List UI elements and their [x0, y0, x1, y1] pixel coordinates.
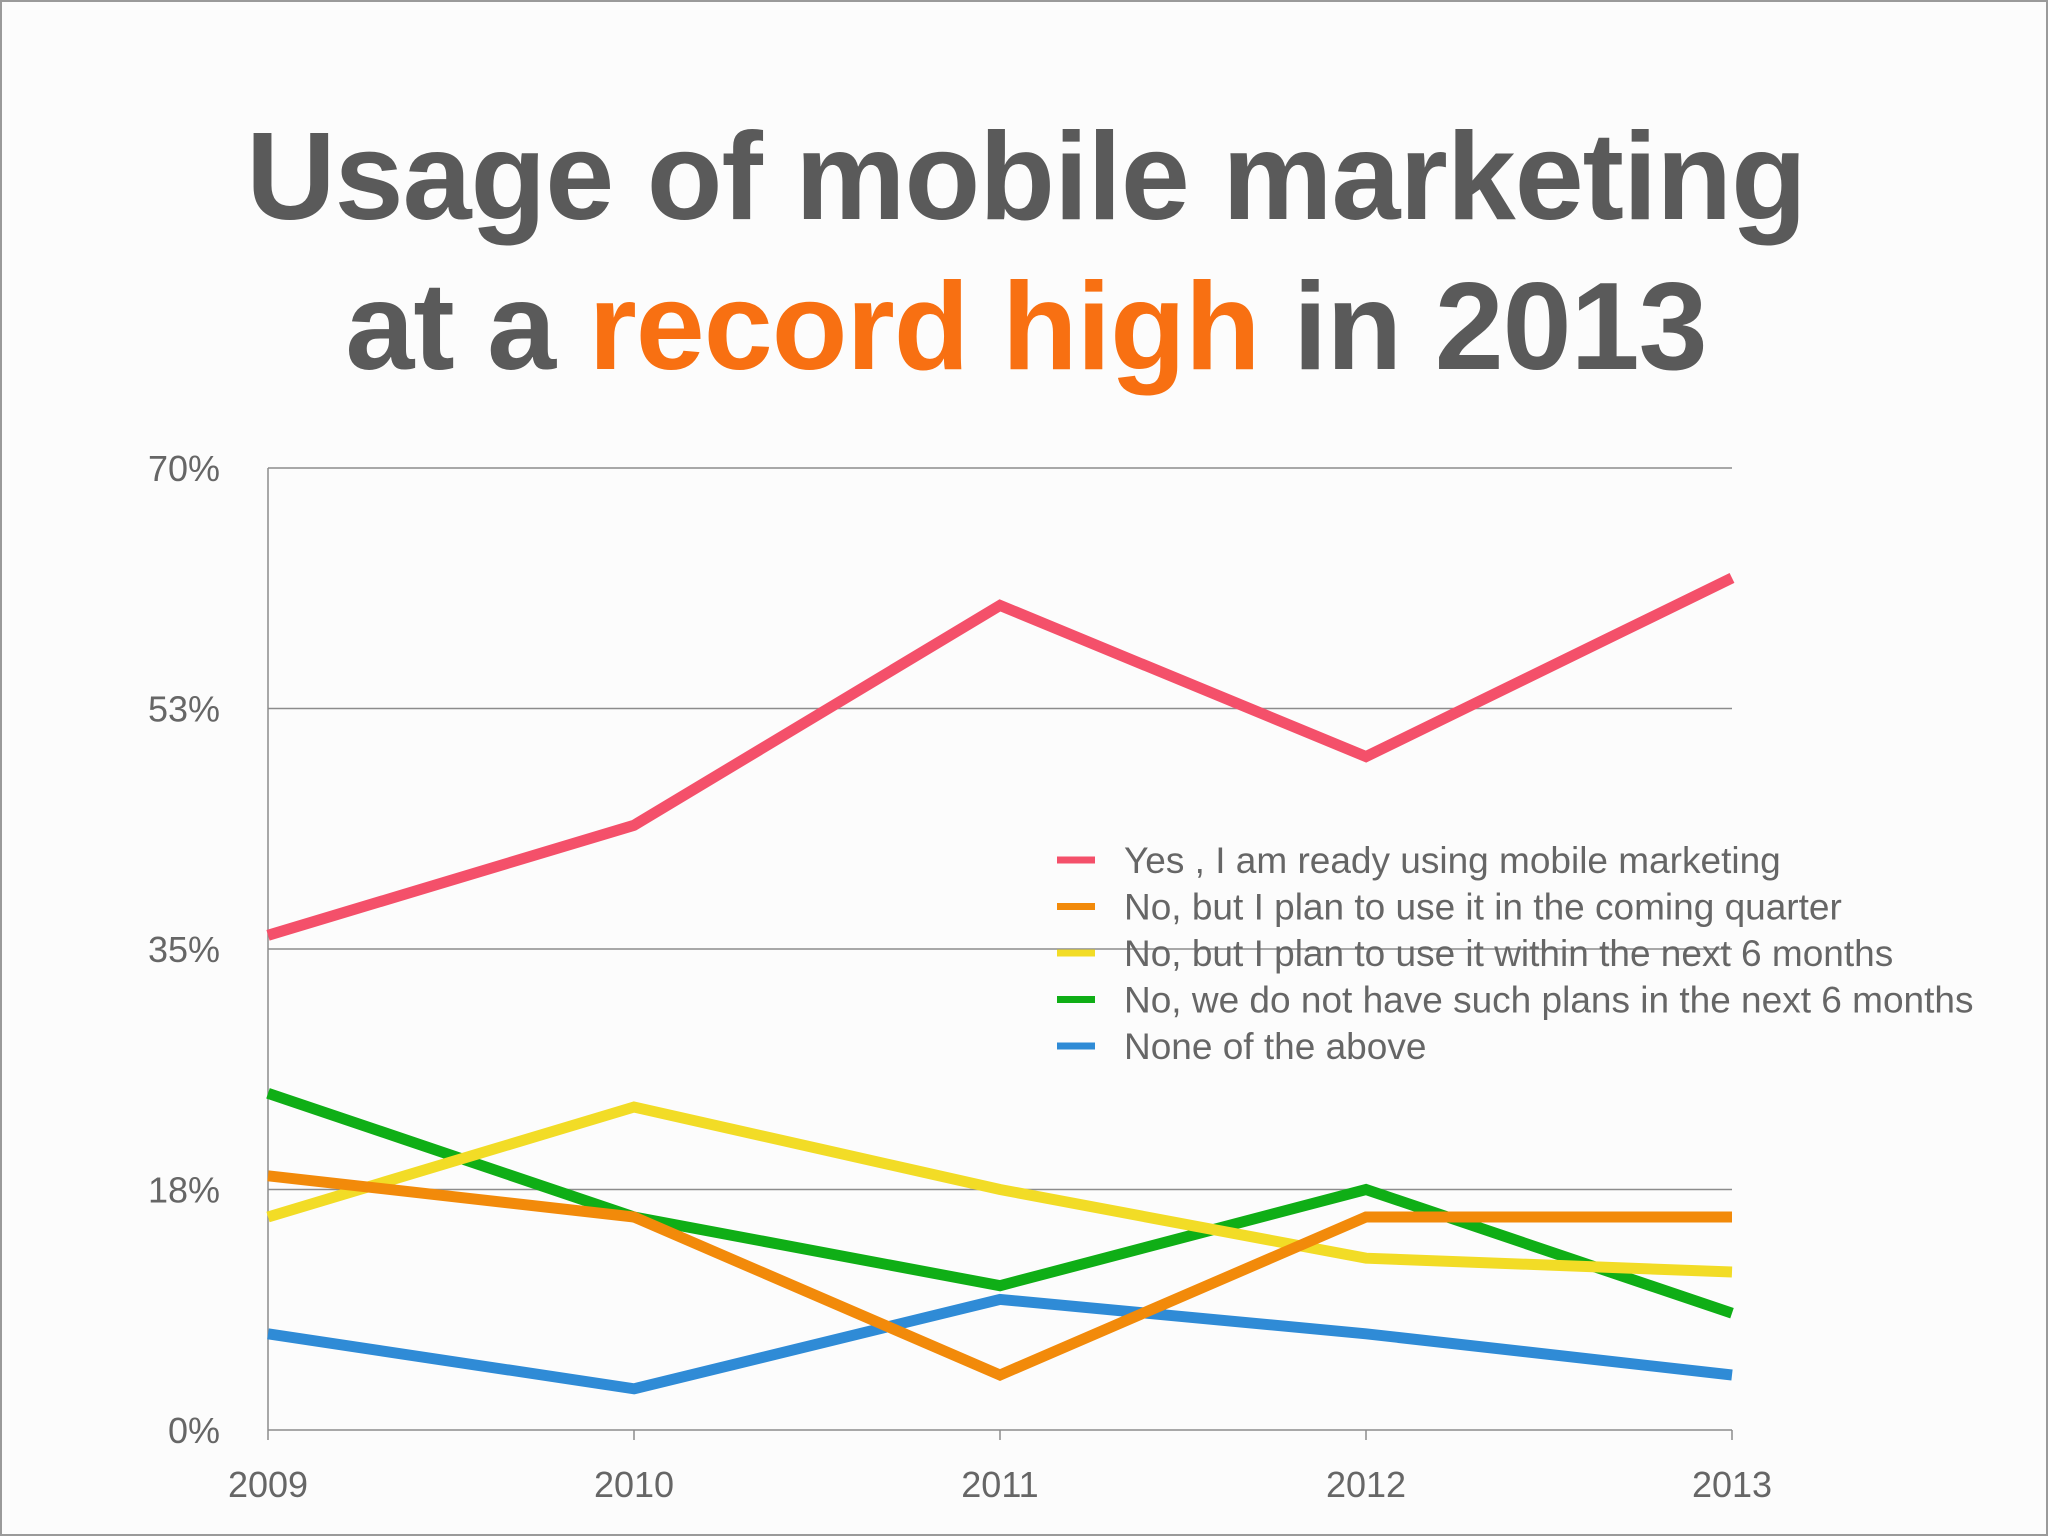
y-tick-label: 18% [148, 1170, 220, 1211]
x-tick-label: 2012 [1326, 1464, 1406, 1505]
legend-label: No, we do not have such plans in the nex… [1124, 980, 1973, 1021]
title-line-2: at a record high in 2013 [2, 252, 2048, 402]
y-tick-label: 70% [148, 448, 220, 489]
title-line-2-post: in 2013 [1259, 258, 1708, 396]
x-tick-label: 2009 [228, 1464, 308, 1505]
series-line [267, 1170, 1732, 1381]
series-line [266, 1088, 1734, 1319]
title-line-1: Usage of mobile marketing [246, 108, 1807, 246]
title-highlight: record high [588, 258, 1261, 396]
title-line-2-pre: at a [345, 258, 589, 396]
x-tick-label: 2011 [961, 1464, 1038, 1505]
legend-label: None of the above [1124, 1026, 1426, 1067]
y-tick-label: 0% [168, 1410, 220, 1451]
y-tick-label: 35% [148, 929, 220, 970]
x-tick-label: 2013 [1692, 1464, 1772, 1505]
legend-label: No, but I plan to use it within the next… [1124, 933, 1893, 974]
series-line [266, 572, 1735, 941]
series-line [267, 1293, 1733, 1395]
y-tick-label: 53% [148, 689, 220, 730]
legend-label: Yes , I am ready using mobile marketing [1124, 840, 1781, 881]
series-line [266, 1101, 1733, 1278]
legend-label: No, but I plan to use it in the coming q… [1124, 887, 1842, 928]
x-tick-label: 2010 [594, 1464, 674, 1505]
slide-title: Usage of mobile marketing at a record hi… [2, 102, 2048, 402]
